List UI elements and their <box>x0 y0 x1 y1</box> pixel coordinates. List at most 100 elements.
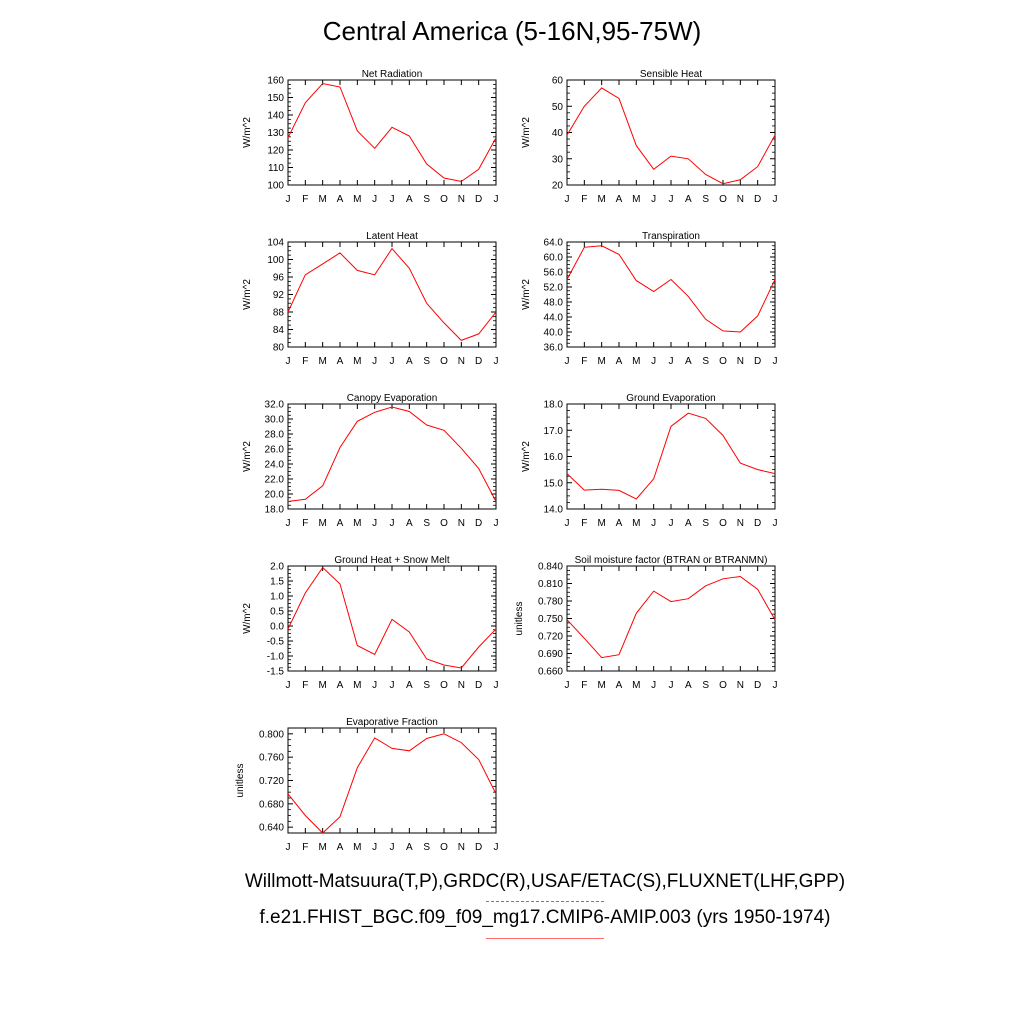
x-tick-label: J <box>286 194 291 205</box>
panel-8: Soil moisture factor (BTRAN or BTRANMN) u… <box>514 555 778 691</box>
x-tick-label: A <box>406 680 413 691</box>
series-line <box>287 406 497 502</box>
y-tick-label: 110 <box>268 163 284 174</box>
x-tick-label: N <box>458 680 465 691</box>
y-tick-label: 0.800 <box>259 729 284 740</box>
x-tick-label: A <box>406 194 413 205</box>
x-tick-label: S <box>423 518 430 529</box>
x-tick-label: M <box>632 680 640 691</box>
panel-9: Evaporative Fraction unitless 0.640 0.680 0.… <box>235 717 499 853</box>
y-tick-label: 150 <box>267 93 284 104</box>
series-line <box>566 412 776 500</box>
panel-frame <box>566 241 776 348</box>
x-tick-label: M <box>318 356 326 367</box>
panel-6: Ground Evaporation W/m^2 14.0 15.0 16.0 17.0 1… <box>521 393 778 529</box>
y-tick-label: 0.720 <box>259 776 284 787</box>
panel-title: Evaporative Fraction <box>346 717 438 728</box>
legend-model-solid-line <box>486 938 604 939</box>
y-tick-label: 16.0 <box>544 452 564 463</box>
x-tick-label: A <box>337 518 344 529</box>
y-tick-label: 0.750 <box>538 614 563 625</box>
x-tick-label: F <box>581 194 587 205</box>
x-tick-label: J <box>390 680 395 691</box>
x-tick-label: J <box>494 194 499 205</box>
y-tick-label: 100 <box>267 255 284 266</box>
x-tick-label: S <box>702 518 709 529</box>
y-axis-label: unitless <box>514 602 525 636</box>
x-tick-label: J <box>286 518 291 529</box>
panel-7: Ground Heat + Snow Melt W/m^2 -1.5 -1.0 -0.5… <box>242 555 499 691</box>
x-tick-label: M <box>632 518 640 529</box>
y-tick-label: 0.680 <box>259 799 284 810</box>
x-tick-label: J <box>651 518 656 529</box>
y-axis-label: W/m^2 <box>242 117 253 148</box>
x-tick-label: J <box>565 680 570 691</box>
x-tick-label: O <box>440 194 448 205</box>
panel-frame <box>566 403 776 510</box>
x-tick-label: J <box>773 680 778 691</box>
x-tick-label: O <box>440 356 448 367</box>
x-tick-label: D <box>754 680 761 691</box>
x-tick-label: J <box>651 356 656 367</box>
y-tick-label: -1.5 <box>267 667 285 678</box>
x-tick-label: J <box>372 194 377 205</box>
y-tick-label: -1.0 <box>267 652 285 663</box>
y-tick-label: 0.780 <box>538 597 563 608</box>
y-tick-label: 14.0 <box>544 505 564 516</box>
x-tick-label: J <box>773 194 778 205</box>
y-tick-label: 64.0 <box>544 238 564 249</box>
x-tick-label: D <box>475 680 482 691</box>
x-tick-label: M <box>353 842 361 853</box>
x-tick-label: N <box>737 518 744 529</box>
x-tick-label: M <box>353 518 361 529</box>
x-tick-label: A <box>616 356 623 367</box>
y-tick-label: 1.5 <box>270 577 284 588</box>
x-tick-label: F <box>581 680 587 691</box>
x-tick-label: J <box>669 356 674 367</box>
y-tick-label: 104 <box>267 238 284 249</box>
x-tick-label: M <box>318 518 326 529</box>
panel-5: Canopy Evaporation W/m^2 18.0 20.0 22.0 24.0 2… <box>242 393 499 529</box>
y-tick-label: 0.690 <box>538 649 563 660</box>
y-tick-label: 48.0 <box>544 298 564 309</box>
y-axis-label: unitless <box>235 764 246 798</box>
y-tick-label: 36.0 <box>544 343 564 354</box>
y-tick-label: 0.5 <box>270 607 284 618</box>
y-tick-label: 20.0 <box>265 490 285 501</box>
y-tick-label: 96 <box>273 273 285 284</box>
x-tick-label: M <box>353 356 361 367</box>
y-axis-label: W/m^2 <box>521 441 532 472</box>
panel-title: Ground Evaporation <box>626 393 716 404</box>
panel-title: Transpiration <box>642 231 700 242</box>
x-tick-label: J <box>494 680 499 691</box>
x-tick-label: A <box>685 680 692 691</box>
panel-frame <box>287 727 497 834</box>
series-line <box>287 566 497 669</box>
y-tick-label: 140 <box>267 111 284 122</box>
y-axis-label: W/m^2 <box>242 279 253 310</box>
x-tick-label: J <box>372 842 377 853</box>
x-tick-label: J <box>651 680 656 691</box>
y-tick-label: 15.0 <box>544 478 564 489</box>
x-tick-label: S <box>423 356 430 367</box>
panel-title: Net Radiation <box>362 69 423 80</box>
x-tick-label: F <box>302 842 308 853</box>
figure-title: Central America (5-16N,95-75W) <box>322 16 702 46</box>
x-tick-label: A <box>406 356 413 367</box>
y-tick-label: 32.0 <box>265 400 285 411</box>
x-tick-label: N <box>737 356 744 367</box>
x-tick-label: M <box>318 680 326 691</box>
y-tick-label: -0.5 <box>267 637 285 648</box>
x-tick-label: M <box>632 356 640 367</box>
panel-frame <box>566 565 776 672</box>
x-tick-label: J <box>565 518 570 529</box>
y-axis-label: W/m^2 <box>242 441 253 472</box>
panel-title: Canopy Evaporation <box>347 393 438 404</box>
x-tick-label: O <box>719 680 727 691</box>
x-tick-label: N <box>458 518 465 529</box>
x-tick-label: J <box>494 518 499 529</box>
x-tick-label: D <box>475 356 482 367</box>
x-tick-label: J <box>390 518 395 529</box>
